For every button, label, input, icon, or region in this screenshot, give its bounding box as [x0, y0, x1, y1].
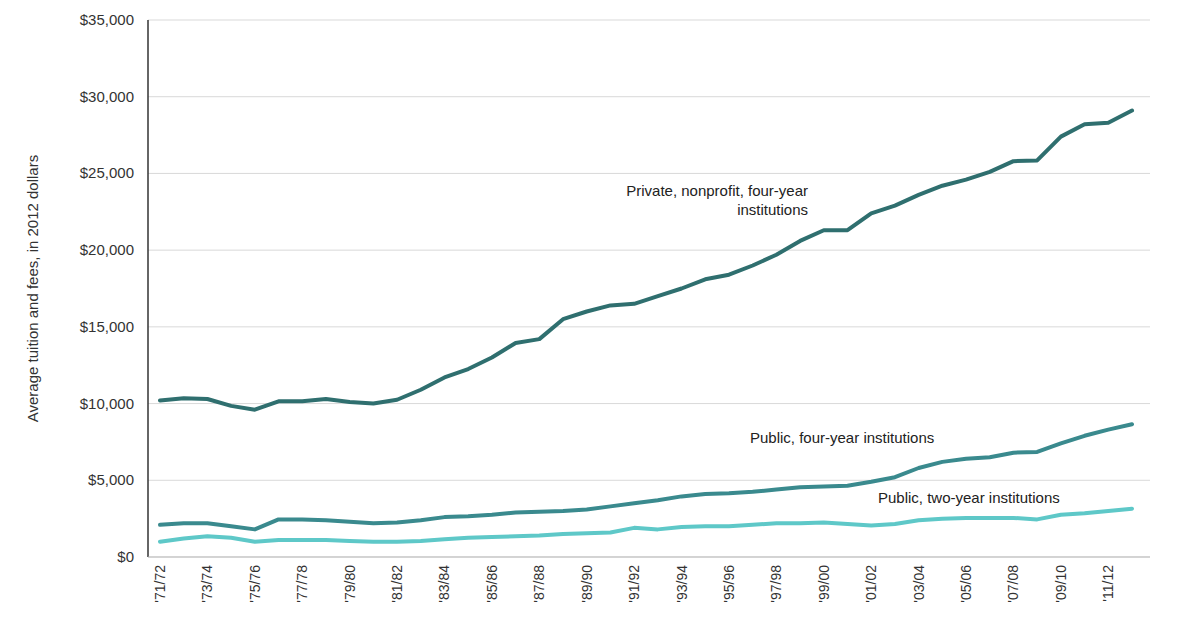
y-tick-labels: $0 $5,000 $10,000 $15,000 $20,000 $25,000 $30,…: [80, 11, 134, 565]
x-tick-label: '93/94: [674, 565, 690, 603]
x-tick-label: '05/06: [958, 565, 974, 603]
y-tick-label: $0: [117, 548, 134, 565]
grid-line: [148, 20, 1150, 21]
x-axis-line: [148, 557, 1150, 558]
series-line: [160, 111, 1132, 410]
y-tick-label: $35,000: [80, 11, 134, 28]
y-tick-label: $15,000: [80, 318, 134, 335]
x-tick-label: '75/76: [247, 565, 263, 603]
grid-line: [148, 557, 1150, 558]
x-tick-label: '01/02: [863, 565, 879, 603]
x-tick-label: '95/96: [721, 565, 737, 603]
x-tick-label: '89/90: [579, 565, 595, 603]
x-tick-label: '85/86: [484, 565, 500, 603]
y-tick-label: $30,000: [80, 88, 134, 105]
x-tick-label: '87/88: [531, 565, 547, 603]
series-label: Public, four-year institutions: [750, 429, 934, 446]
grid-line: [148, 173, 1150, 174]
x-tick-label: '07/08: [1005, 565, 1021, 603]
grid-line: [148, 326, 1150, 327]
x-tick-label: '97/98: [768, 565, 784, 603]
y-tick-label: $25,000: [80, 164, 134, 181]
x-tick-label: '81/82: [389, 565, 405, 603]
x-tick-labels: '71/72 '73/74 '75/76 '77/78 '79/80 '81/82 '83/…: [152, 565, 1116, 603]
x-tick-label: '83/84: [436, 565, 452, 603]
x-tick-label: '79/80: [342, 565, 358, 603]
y-tick-label: $5,000: [88, 471, 134, 488]
y-tick-label: $10,000: [80, 395, 134, 412]
x-tick-label: '91/92: [626, 565, 642, 603]
lines: [160, 111, 1132, 542]
grid-line: [148, 250, 1150, 251]
grid-line: [148, 480, 1150, 481]
x-tick-label: '11/12: [1100, 565, 1116, 602]
x-tick-label: '73/74: [199, 565, 215, 603]
chart-container: $0 $5,000 $10,000 $15,000 $20,000 $25,000 $30,…: [0, 0, 1200, 630]
x-tick-label: '09/10: [1053, 565, 1069, 603]
series-line: [160, 509, 1132, 542]
y-axis-title: Average tuition and fees, in 2012 dollar…: [24, 155, 41, 422]
series-line: [160, 424, 1132, 529]
x-tick-label: '71/72: [152, 565, 168, 603]
series-label: Private, nonprofit, four-yearinstitution…: [626, 182, 808, 218]
y-axis-line: [147, 20, 149, 557]
grid: [148, 20, 1150, 557]
x-tick-label: '03/04: [911, 565, 927, 603]
series-labels: Private, nonprofit, four-yearinstitution…: [626, 182, 1060, 506]
x-tick-label: '99/00: [816, 565, 832, 603]
x-tick-label: '77/78: [294, 565, 310, 603]
grid-line: [148, 96, 1150, 97]
series-label: Public, two-year institutions: [878, 489, 1060, 506]
y-tick-label: $20,000: [80, 241, 134, 258]
chart-svg: $0 $5,000 $10,000 $15,000 $20,000 $25,000 $30,…: [0, 0, 1200, 630]
